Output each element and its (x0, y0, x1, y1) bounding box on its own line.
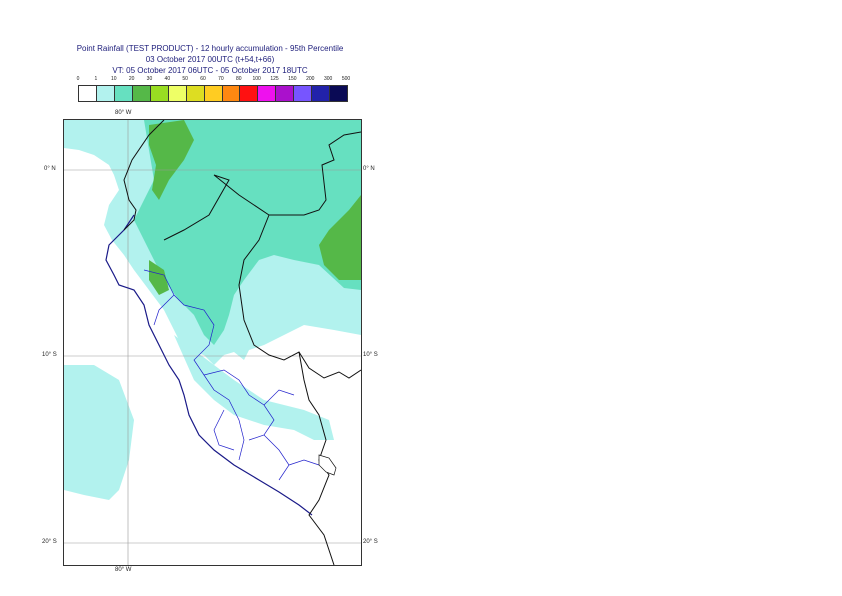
legend-tick-label: 80 (236, 76, 242, 82)
legend-tick-label: 20 (128, 76, 135, 82)
legend-tick-label: 150 (288, 76, 297, 82)
lat-right-20: 20° S (363, 539, 378, 545)
legend-swatch (294, 86, 313, 101)
country-border-east (163, 131, 361, 241)
legend-tick-label: 500 (341, 76, 351, 82)
rain-area-heavy-central (149, 260, 169, 295)
legend-bar (78, 85, 348, 102)
color-legend: 0 1 10 20 30 40 50 60 70 80 100 125 150 200 300 500 (76, 76, 351, 102)
legend-tick-label: 70 (218, 76, 224, 82)
legend-tick-label: 40 (164, 76, 171, 82)
map-title: Point Rainfall (TEST PRODUCT) - 12 hourl… (76, 44, 344, 53)
rain-area-light-pacific (64, 365, 134, 500)
top-longitude-label: 80° W (115, 110, 132, 116)
legend-tick-label: 50 (182, 76, 188, 82)
legend-swatch (240, 86, 259, 101)
legend-swatch (276, 86, 295, 101)
legend-tick-label: 200 (306, 76, 315, 82)
country-border-south (238, 214, 361, 379)
country-border (123, 120, 165, 231)
legend-swatch (168, 86, 187, 101)
legend-tick-label: 300 (323, 76, 333, 82)
rainfall-map (63, 119, 362, 566)
legend-tick-label: 125 (270, 76, 279, 82)
lat-left-20: 20° S (42, 539, 57, 545)
legend-swatch (330, 86, 348, 101)
legend-swatch (132, 86, 151, 101)
bottom-longitude-label: 80° W (115, 567, 132, 573)
rain-area-light-south (174, 335, 334, 440)
legend-swatch (258, 86, 277, 101)
lat-right-0: 0° N (363, 166, 375, 172)
lat-left-0: 0° N (44, 166, 56, 172)
lat-right-10: 10° S (363, 352, 378, 358)
legend-tick-label: 30 (146, 76, 153, 82)
run-time: 03 October 2017 00UTC (t+54,t+66) (145, 55, 275, 64)
legend-tick-label: 0 (76, 76, 80, 82)
legend-swatch (96, 86, 115, 101)
legend-tick-label: 60 (200, 76, 206, 82)
legend-tick-label: 100 (252, 76, 261, 82)
legend-swatch (312, 86, 331, 101)
rain-area-heavy-north (149, 120, 194, 200)
legend-swatch (150, 86, 169, 101)
legend-swatch (79, 86, 97, 101)
lat-left-10: 10° S (42, 352, 57, 358)
rain-area-heavy-east (319, 195, 361, 280)
map-canvas (64, 120, 361, 565)
rain-area-medium (134, 120, 361, 345)
legend-swatch (204, 86, 223, 101)
legend-labels: 0 1 10 20 30 40 50 60 70 80 100 125 150 200 300 500 (76, 76, 351, 84)
validity-time: VT: 05 October 2017 06UTC - 05 October 2… (112, 66, 308, 75)
coastline (105, 214, 313, 516)
legend-tick-label: 10 (110, 76, 117, 82)
lake-titicaca (318, 454, 337, 476)
legend-swatch (222, 86, 241, 101)
legend-swatch (186, 86, 205, 101)
legend-tick-label: 1 (94, 76, 98, 82)
legend-swatch (114, 86, 133, 101)
department-boundaries (143, 269, 320, 481)
